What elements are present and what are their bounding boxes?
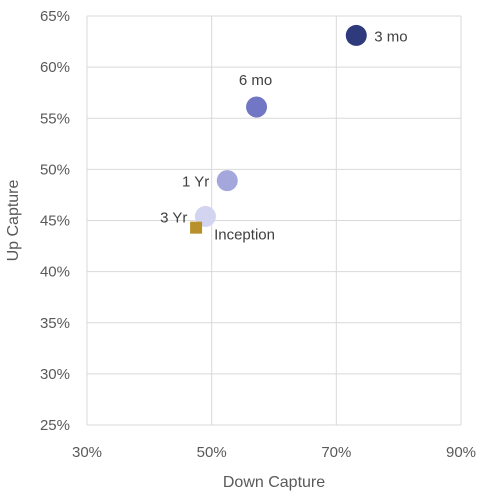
y-tick-label: 60%: [40, 59, 70, 76]
y-tick-label: 45%: [40, 213, 70, 230]
x-axis-ticks: 30% 50% 70% 90%: [72, 444, 476, 461]
point-inception: [190, 221, 203, 234]
label-6-mo: 6 mo: [239, 72, 272, 89]
y-tick-label: 40%: [40, 264, 70, 281]
label-inception: Inception: [214, 227, 275, 244]
y-axis-title: Up Capture: [5, 179, 22, 261]
y-tick-label: 55%: [40, 110, 70, 127]
x-axis-title: Down Capture: [223, 474, 325, 491]
y-axis-ticks: 25% 30% 35% 40% 45% 50% 55% 60% 65%: [40, 8, 70, 434]
label-3-yr: 3 Yr: [160, 209, 187, 226]
x-tick-label: 90%: [446, 444, 476, 461]
point-1-yr: [216, 170, 238, 192]
x-tick-label: 70%: [321, 444, 351, 461]
x-tick-label: 30%: [72, 444, 102, 461]
y-tick-label: 65%: [40, 8, 70, 25]
gridlines: [86, 15, 462, 426]
label-3-mo: 3 mo: [374, 28, 407, 45]
y-tick-label: 35%: [40, 315, 70, 332]
y-tick-label: 30%: [40, 366, 70, 383]
x-tick-label: 50%: [197, 444, 227, 461]
point-labels: 3 mo 6 mo 1 Yr 3 Yr Inception: [160, 28, 407, 243]
point-6-mo: [246, 96, 268, 118]
point-3-mo: [345, 24, 367, 46]
y-tick-label: 25%: [40, 417, 70, 434]
y-tick-label: 50%: [40, 161, 70, 178]
label-1-yr: 1 Yr: [182, 174, 209, 191]
data-points: [190, 24, 367, 234]
